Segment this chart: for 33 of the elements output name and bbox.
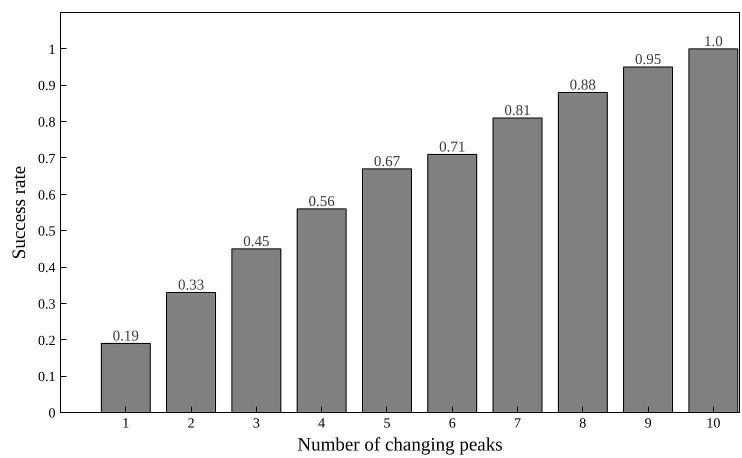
x-tick-label: 5	[383, 416, 390, 432]
y-tick-label: 0.6	[38, 188, 56, 204]
data-label: 0.67	[374, 154, 401, 170]
x-tick-label: 4	[318, 416, 326, 432]
data-label: 0.45	[243, 234, 270, 250]
data-label: 0.33	[178, 278, 204, 294]
y-tick-label: 0.7	[38, 152, 56, 167]
y-tick-label: 1	[48, 42, 56, 58]
y-tick-label: 0.1	[38, 370, 56, 386]
x-tick-label: 9	[644, 416, 652, 432]
data-label: 1.0	[704, 34, 723, 50]
data-label: 0.56	[308, 194, 336, 210]
y-tick-label: 0	[48, 406, 56, 422]
data-label: 0.19	[112, 328, 139, 344]
y-tick-label: 0.2	[38, 334, 56, 349]
x-axis-title: Number of changing peaks	[297, 434, 503, 456]
x-tick-label: 2	[188, 416, 195, 432]
y-axis-title: Success rate	[9, 166, 30, 260]
y-tick-label: 0.8	[38, 116, 56, 131]
x-tick-label: 3	[252, 416, 260, 432]
x-tick-label: 7	[514, 416, 522, 432]
x-tick-label: 10	[706, 416, 720, 432]
data-label: 0.95	[634, 52, 662, 68]
x-tick-label: 1	[122, 416, 130, 432]
x-tick-label: 8	[579, 416, 586, 432]
data-label: 0.71	[439, 139, 466, 156]
data-label: 0.88	[570, 78, 596, 94]
y-tick-label: 0.4	[38, 261, 56, 276]
x-tick-label: 6	[448, 416, 456, 432]
y-tick-label: 0.3	[38, 297, 56, 312]
data-label: 0.81	[504, 102, 531, 119]
y-tick-label: 0.5	[38, 224, 56, 240]
y-tick-label: 0.9	[38, 79, 56, 94]
